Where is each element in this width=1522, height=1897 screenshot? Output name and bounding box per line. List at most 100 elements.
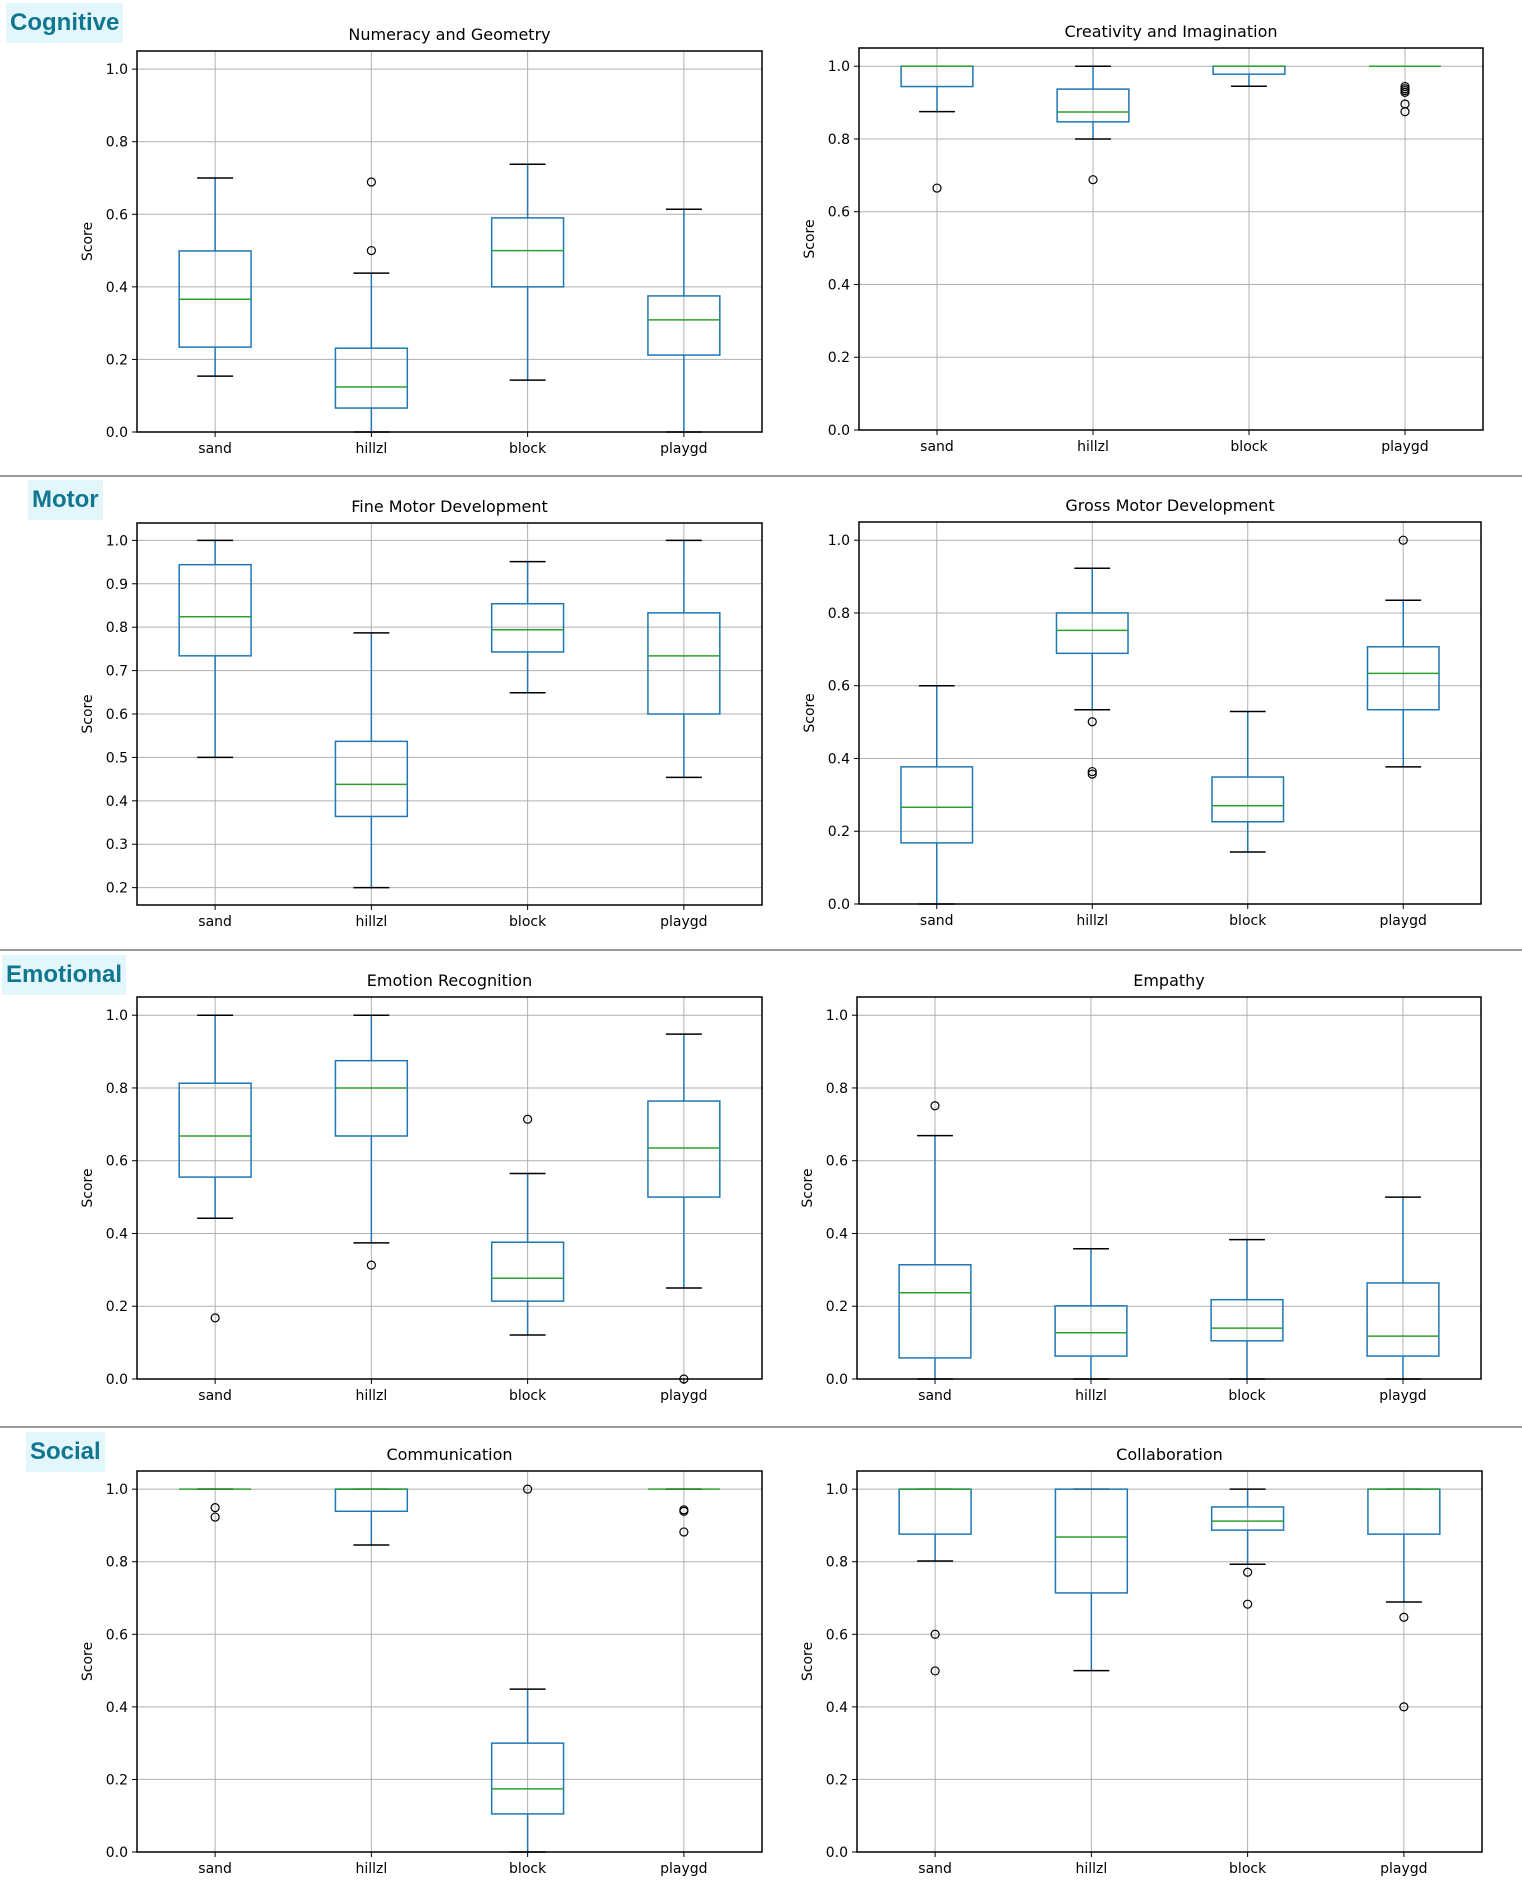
y-tick-label: 1.0 — [106, 533, 128, 549]
y-tick-label: 0.0 — [828, 423, 850, 439]
outlier-point — [930, 1629, 940, 1639]
y-tick-label: 0.4 — [828, 277, 850, 293]
y-tick-label: 0.6 — [106, 1154, 128, 1170]
axes-frame — [136, 1470, 763, 1853]
box-block — [490, 163, 565, 381]
x-tick-label-block: block — [1229, 913, 1267, 929]
outlier-point — [1399, 1612, 1409, 1622]
outlier-point — [210, 1313, 220, 1323]
y-tick-label: 0.8 — [106, 1555, 128, 1571]
chart-title: Emotion Recognition — [367, 971, 532, 990]
y-tick-label: 0.9 — [106, 577, 128, 593]
box-sand — [179, 1488, 252, 1522]
boxplot-chart: 0.0 0.2 0.4 0.6 0.8 1.0 sand hillzl block playgd C… — [800, 1445, 1483, 1877]
iqr-box — [898, 1264, 972, 1359]
y-tick-label: 0.0 — [106, 1372, 128, 1388]
y-tick-label: 0.5 — [106, 750, 128, 766]
outlier-point — [1243, 1599, 1253, 1609]
x-tick-label-hillzl: hillzl — [1077, 439, 1109, 455]
y-axis-label: Score — [800, 1642, 816, 1681]
y-tick-label: 0.2 — [106, 1772, 128, 1788]
outlier-point — [930, 1666, 940, 1676]
boxplot-chart: 0.2 0.3 0.4 0.5 0.6 0.7 0.8 0.9 1.0 sand hillzl blo… — [80, 497, 763, 930]
outlier-point — [366, 1260, 376, 1270]
y-tick-label: 0.0 — [826, 1845, 848, 1861]
x-tick-label-sand: sand — [198, 914, 232, 930]
axes-frame — [858, 521, 1482, 905]
iqr-box — [1055, 612, 1129, 655]
y-axis-label: Score — [800, 1168, 816, 1207]
iqr-box — [490, 1241, 565, 1302]
section-divider — [0, 1426, 1522, 1428]
y-tick-label: 1.0 — [106, 1482, 128, 1498]
axes-frame — [136, 522, 763, 906]
y-tick-label: 0.4 — [106, 1226, 128, 1242]
y-tick-label: 0.6 — [828, 205, 850, 221]
iqr-box — [647, 1100, 721, 1198]
outlier-point — [1087, 766, 1097, 777]
axes-frame — [856, 1470, 1483, 1853]
y-tick-label: 0.2 — [828, 350, 850, 366]
y-tick-label: 1.0 — [828, 533, 850, 549]
x-tick-label-playgd: playgd — [1380, 913, 1427, 929]
box-sand — [898, 1488, 972, 1676]
x-tick-label-sand: sand — [920, 439, 954, 455]
y-tick-label: 0.8 — [106, 1081, 128, 1097]
y-tick-label: 0.8 — [828, 132, 850, 148]
y-axis-label: Score — [80, 222, 96, 261]
iqr-box — [334, 1059, 409, 1137]
y-tick-label: 0.6 — [106, 707, 128, 723]
outlier-point — [930, 1101, 940, 1111]
y-tick-label: 0.2 — [106, 352, 128, 368]
iqr-box — [1210, 1506, 1285, 1531]
x-tick-label-playgd: playgd — [1379, 1388, 1426, 1404]
iqr-box — [490, 1742, 565, 1815]
outlier-point — [932, 183, 942, 193]
y-tick-label: 0.4 — [106, 280, 128, 296]
box-hillzl — [334, 1488, 409, 1546]
box-sand — [178, 539, 252, 759]
box-hillzl — [1056, 65, 1130, 185]
x-tick-label-hillzl: hillzl — [1075, 1861, 1107, 1877]
y-tick-label: 0.3 — [106, 837, 128, 853]
section-label-social: Social — [26, 1432, 105, 1472]
y-tick-label: 0.6 — [106, 1627, 128, 1643]
y-axis-label: Score — [802, 693, 818, 732]
x-tick-label-hillzl: hillzl — [355, 1861, 387, 1877]
x-tick-label-playgd: playgd — [660, 914, 707, 930]
boxplot-chart: 0.0 0.2 0.4 0.6 0.8 1.0 sand hillzl block playgd C… — [802, 22, 1484, 455]
box-sand — [898, 1101, 972, 1380]
y-tick-label: 0.0 — [828, 897, 850, 913]
y-tick-label: 1.0 — [826, 1008, 848, 1024]
y-tick-label: 0.0 — [106, 1845, 128, 1861]
x-tick-label-hillzl: hillzl — [355, 1388, 387, 1404]
boxplot-chart: 0.0 0.2 0.4 0.6 0.8 1.0 sand hillzl block playgd E… — [80, 971, 763, 1404]
iqr-box — [334, 347, 409, 409]
y-tick-label: 0.8 — [106, 620, 128, 636]
x-tick-label-hillzl: hillzl — [1076, 913, 1108, 929]
box-playgd — [647, 1488, 720, 1537]
iqr-box — [490, 217, 565, 288]
outlier-point — [1398, 535, 1408, 545]
x-tick-label-block: block — [509, 1861, 547, 1877]
box-playgd — [1369, 65, 1441, 117]
iqr-box — [647, 295, 721, 356]
box-playgd — [647, 1033, 721, 1384]
x-tick-label-block: block — [1229, 1861, 1267, 1877]
x-tick-label-hillzl: hillzl — [355, 441, 387, 457]
axes-frame — [136, 50, 763, 433]
x-tick-label-sand: sand — [920, 913, 954, 929]
y-tick-label: 0.7 — [106, 664, 128, 680]
y-tick-label: 0.2 — [826, 1299, 848, 1315]
x-tick-label-sand: sand — [198, 1861, 232, 1877]
y-tick-label: 0.0 — [106, 425, 128, 441]
y-tick-label: 1.0 — [106, 1008, 128, 1024]
box-playgd — [1367, 1488, 1441, 1712]
x-tick-label-sand: sand — [198, 441, 232, 457]
y-tick-label: 0.4 — [106, 794, 128, 810]
y-tick-label: 0.4 — [826, 1226, 848, 1242]
outlier-point — [523, 1484, 533, 1494]
iqr-box — [334, 740, 409, 818]
y-tick-label: 0.8 — [106, 135, 128, 151]
